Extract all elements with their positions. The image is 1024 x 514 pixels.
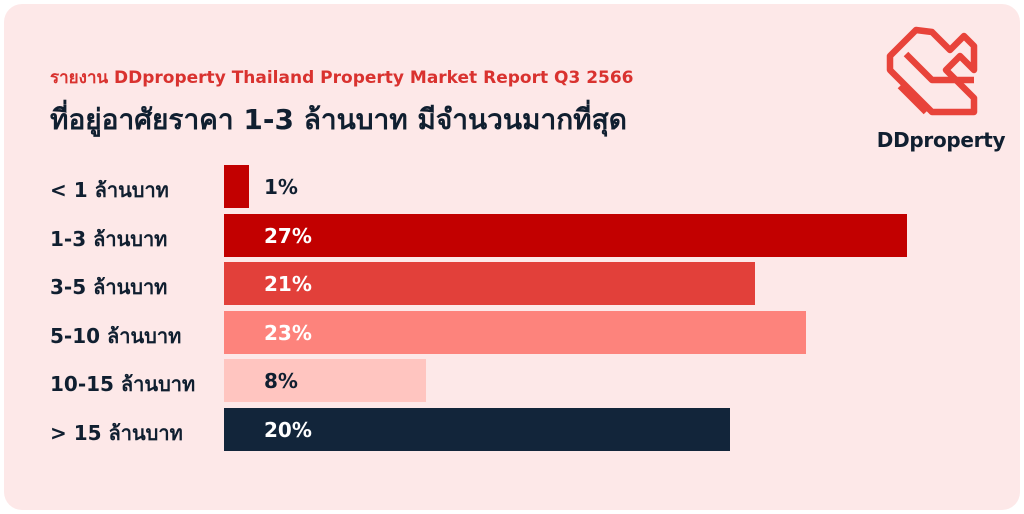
bar xyxy=(224,359,426,402)
bar xyxy=(224,311,806,354)
category-label: < 1 ล้านบาท xyxy=(50,177,169,202)
brand-name: DDproperty xyxy=(876,128,1006,152)
category-label: 10-15 ล้านบาท xyxy=(50,371,196,396)
ddproperty-logo-icon xyxy=(886,26,978,116)
bar xyxy=(224,165,249,208)
value-label: 27% xyxy=(264,223,312,248)
chart-title: ที่อยู่อาศัยราคา 1-3 ล้านบาท มีจำนวนมากท… xyxy=(50,103,627,136)
report-subtitle: รายงาน DDproperty Thailand Property Mark… xyxy=(50,68,634,88)
bar xyxy=(224,214,907,257)
value-label: 20% xyxy=(264,417,312,442)
bar xyxy=(224,262,755,305)
infographic-card: รายงาน DDproperty Thailand Property Mark… xyxy=(4,4,1020,510)
category-label: > 15 ล้านบาท xyxy=(50,420,183,445)
value-label: 1% xyxy=(264,174,298,199)
category-label: 1-3 ล้านบาท xyxy=(50,226,168,251)
value-label: 8% xyxy=(264,368,298,393)
bar xyxy=(224,408,730,451)
category-label: 3-5 ล้านบาท xyxy=(50,274,168,299)
value-label: 23% xyxy=(264,320,312,345)
brand-logo: DDproperty xyxy=(876,24,1006,154)
value-label: 21% xyxy=(264,271,312,296)
category-label: 5-10 ล้านบาท xyxy=(50,323,182,348)
